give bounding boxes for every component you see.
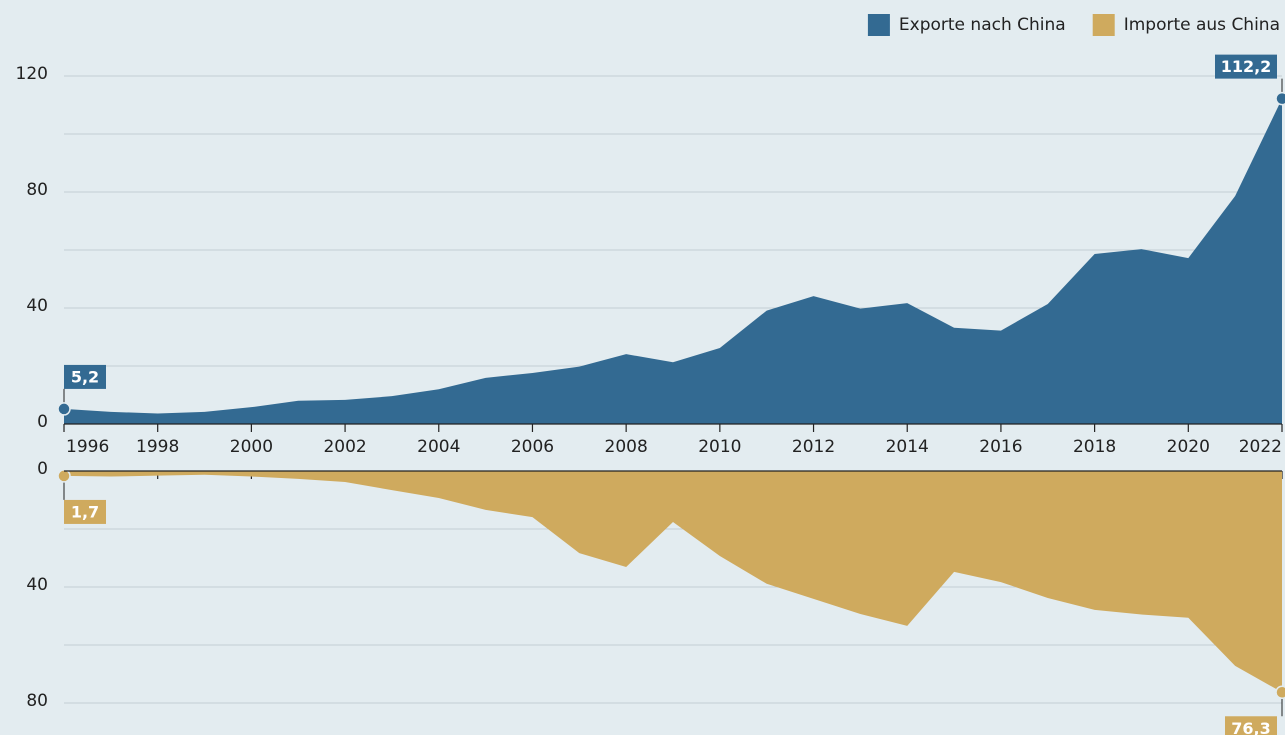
x-tick-label: 2014 [886,437,929,457]
y-tick-label: 120 [16,64,48,84]
x-tick-label: 2006 [511,437,554,457]
legend-label: Importe aus China [1124,15,1280,35]
x-tick-label: 1996 [66,437,109,457]
x-tick-label: 2016 [979,437,1022,457]
area [64,98,1282,425]
x-tick-label: 2004 [417,437,460,457]
end-point [57,469,71,483]
legend-label: Exporte nach China [899,15,1066,35]
x-tick-label: 2012 [792,437,835,457]
x-tick-label: 2010 [698,437,741,457]
value-label: 112,2 [1221,57,1272,76]
x-tick-label: 1998 [136,437,179,457]
x-tick-label: 2000 [230,437,273,457]
x-tick-label: 2022 [1239,437,1282,457]
value-label: 5,2 [71,367,99,386]
y-tick-label: 0 [37,412,48,432]
end-point [57,402,71,416]
y-tick-label: 80 [26,691,48,711]
y-tick-label: 80 [26,180,48,200]
y-tick-label: 0 [37,459,48,479]
value-label-box [1225,716,1277,735]
x-tick-label: 2008 [605,437,648,457]
x-tick-label: 2018 [1073,437,1116,457]
value-label: 1,7 [71,502,99,521]
value-label-box [64,499,106,524]
legend-swatch [1092,14,1115,36]
x-tick-label: 2002 [323,437,366,457]
value-label: 76,3 [1231,719,1270,735]
value-label-box [64,364,106,389]
end-point [1275,91,1285,106]
value-label-box [1215,54,1277,79]
x-tick-label: 2020 [1167,437,1210,457]
area [64,471,1282,693]
y-tick-label: 40 [26,296,48,316]
legend-swatch [867,14,890,36]
y-tick-label: 40 [26,575,48,595]
end-point [1275,685,1285,700]
